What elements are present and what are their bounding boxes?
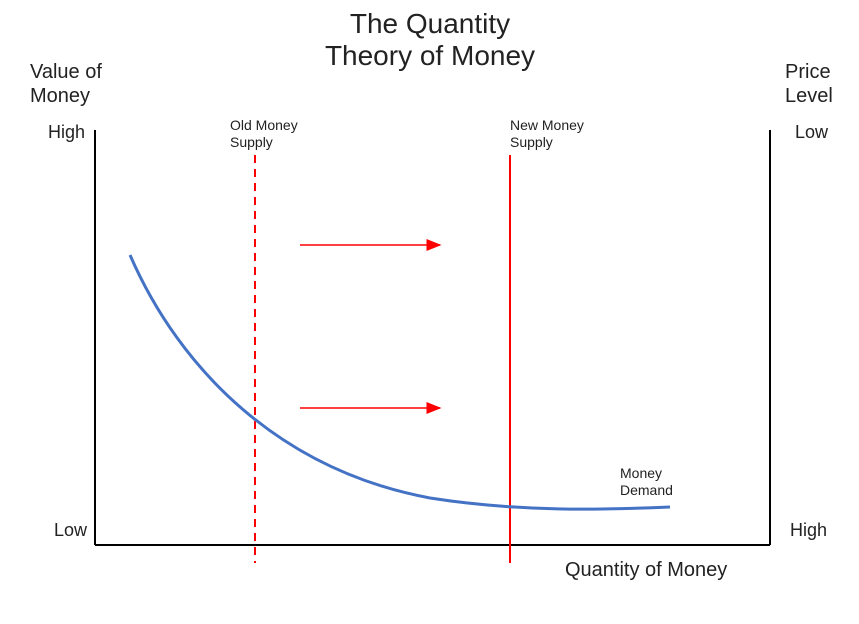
chart-svg — [0, 0, 859, 624]
demand-curve — [130, 255, 670, 509]
